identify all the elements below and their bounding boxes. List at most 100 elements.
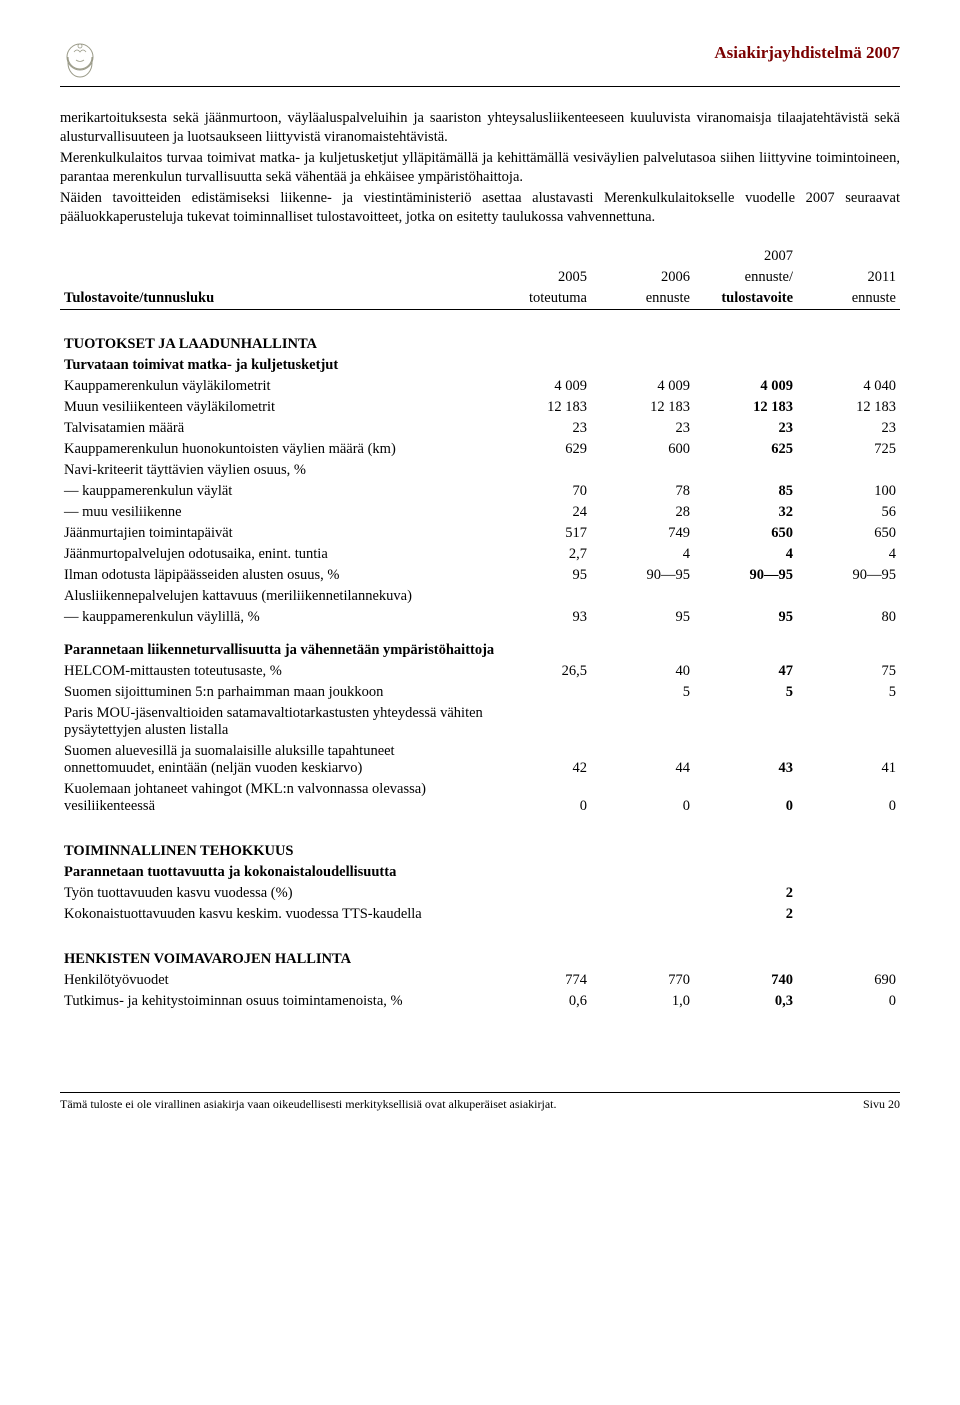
table-row: Talvisatamien määrä23232323 (60, 418, 900, 439)
page-number: Sivu 20 (863, 1097, 900, 1112)
cell-value: 650 (797, 523, 900, 544)
cell-value: 93 (488, 607, 591, 628)
cell-value (694, 586, 797, 607)
col-header: ennuste (797, 288, 900, 310)
table-row: — kauppamerenkulun väylät707885100 (60, 481, 900, 502)
col-header: 2005 (488, 267, 591, 288)
cell-value: 2,7 (488, 544, 591, 565)
cell-value (591, 586, 694, 607)
cell-value (694, 703, 797, 741)
cell-value: 90—95 (694, 565, 797, 586)
cell-value: 4 009 (488, 376, 591, 397)
cell-value: 12 183 (591, 397, 694, 418)
table-row: Työn tuottavuuden kasvu vuodessa (%)2 (60, 883, 900, 904)
section-title: TUOTOKSET JA LAADUNHALLINTA (60, 322, 900, 355)
col-header (488, 246, 591, 267)
coat-of-arms-icon (60, 40, 100, 80)
main-table: 200720052006ennuste/2011Tulostavoite/tun… (60, 246, 900, 1012)
cell-value: 56 (797, 502, 900, 523)
cell-value: 1,0 (591, 991, 694, 1012)
cell-value: 0 (591, 779, 694, 817)
row-label: Alusliikennepalvelujen kattavuus (merili… (60, 586, 488, 607)
cell-value: 44 (591, 741, 694, 779)
table-row: Kuolemaan johtaneet vahingot (MKL:n valv… (60, 779, 900, 817)
cell-value (591, 703, 694, 741)
table-row: HELCOM-mittausten toteutusaste, %26,5404… (60, 661, 900, 682)
table-row: Suomen sijoittuminen 5:n parhaimman maan… (60, 682, 900, 703)
cell-value (488, 682, 591, 703)
table-row: Suomen aluevesillä ja suomalaisille aluk… (60, 741, 900, 779)
row-label: Muun vesiliikenteen väyläkilometrit (60, 397, 488, 418)
cell-value: 4 (591, 544, 694, 565)
table-row: Jäänmurtopalvelujen odotusaika, enint. t… (60, 544, 900, 565)
row-label: Talvisatamien määrä (60, 418, 488, 439)
table-row: Paris MOU-jäsenvaltioiden satamavaltiota… (60, 703, 900, 741)
col-header (591, 246, 694, 267)
table-row: Henkilötyövuodet774770740690 (60, 970, 900, 991)
col-header: 2007 (694, 246, 797, 267)
col-header: 2006 (591, 267, 694, 288)
cell-value (591, 460, 694, 481)
cell-value: 42 (488, 741, 591, 779)
col-header: ennuste (591, 288, 694, 310)
section-title: TOIMINNALLINEN TEHOKKUUS (60, 829, 900, 862)
cell-value: 23 (694, 418, 797, 439)
row-label: Tutkimus- ja kehitystoiminnan osuus toim… (60, 991, 488, 1012)
col-header: ennuste/ (694, 267, 797, 288)
section-subtitle: Turvataan toimivat matka- ja kuljetusket… (60, 355, 900, 376)
cell-value: 90—95 (591, 565, 694, 586)
table-row: Jäänmurtajien toimintapäivät517749650650 (60, 523, 900, 544)
cell-value (797, 883, 900, 904)
paragraph-1: merikartoituksesta sekä jäänmurtoon, väy… (60, 109, 900, 146)
cell-value: 12 183 (797, 397, 900, 418)
cell-value: 70 (488, 481, 591, 502)
row-label: Suomen sijoittuminen 5:n parhaimman maan… (60, 682, 488, 703)
row-label: Jäänmurtopalvelujen odotusaika, enint. t… (60, 544, 488, 565)
cell-value: 100 (797, 481, 900, 502)
footer-disclaimer: Tämä tuloste ei ole virallinen asiakirja… (60, 1097, 557, 1112)
cell-value: 0,6 (488, 991, 591, 1012)
cell-value: 23 (591, 418, 694, 439)
cell-value: 90—95 (797, 565, 900, 586)
cell-value (797, 586, 900, 607)
section-subtitle: Parannetaan tuottavuutta ja kokonaistalo… (60, 862, 900, 883)
row-label: Suomen aluevesillä ja suomalaisille aluk… (60, 741, 488, 779)
cell-value (488, 904, 591, 925)
cell-value: 47 (694, 661, 797, 682)
cell-value (591, 883, 694, 904)
row-label: — muu vesiliikenne (60, 502, 488, 523)
row-label: Navi-kriteerit täyttävien väylien osuus,… (60, 460, 488, 481)
cell-value: 24 (488, 502, 591, 523)
row-label: Kokonaistuottavuuden kasvu keskim. vuode… (60, 904, 488, 925)
cell-value: 5 (694, 682, 797, 703)
cell-value: 770 (591, 970, 694, 991)
table-row: Muun vesiliikenteen väyläkilometrit 12 18… (60, 397, 900, 418)
section-title: HENKISTEN VOIMAVAROJEN HALLINTA (60, 937, 900, 970)
table-row: Kauppamerenkulun väyläkilometrit4 0094 0… (60, 376, 900, 397)
paragraph-2: Merenkulkulaitos turvaa toimivat matka- … (60, 149, 900, 186)
cell-value: 4 (797, 544, 900, 565)
cell-value (488, 703, 591, 741)
cell-value: 12 183 (694, 397, 797, 418)
cell-value: 690 (797, 970, 900, 991)
cell-value: 0 (797, 779, 900, 817)
cell-value: 0 (797, 991, 900, 1012)
row-label: — kauppamerenkulun väylät (60, 481, 488, 502)
table-row: Navi-kriteerit täyttävien väylien osuus,… (60, 460, 900, 481)
table-row: Ilman odotusta läpipäässeiden alusten os… (60, 565, 900, 586)
cell-value: 749 (591, 523, 694, 544)
cell-value: 40 (591, 661, 694, 682)
cell-value: 774 (488, 970, 591, 991)
cell-value: 4 009 (591, 376, 694, 397)
cell-value (797, 703, 900, 741)
row-label: — kauppamerenkulun väylillä, % (60, 607, 488, 628)
col-header-label: Tulostavoite/tunnusluku (60, 288, 488, 310)
cell-value (797, 904, 900, 925)
table-row: Kauppamerenkulun huonokuntoisten väylien… (60, 439, 900, 460)
cell-value: 75 (797, 661, 900, 682)
section-subtitle: Parannetaan liikenneturvallisuutta ja vä… (60, 640, 900, 661)
row-label: Ilman odotusta läpipäässeiden alusten os… (60, 565, 488, 586)
cell-value: 95 (694, 607, 797, 628)
row-label: Työn tuottavuuden kasvu vuodessa (%) (60, 883, 488, 904)
cell-value: 85 (694, 481, 797, 502)
